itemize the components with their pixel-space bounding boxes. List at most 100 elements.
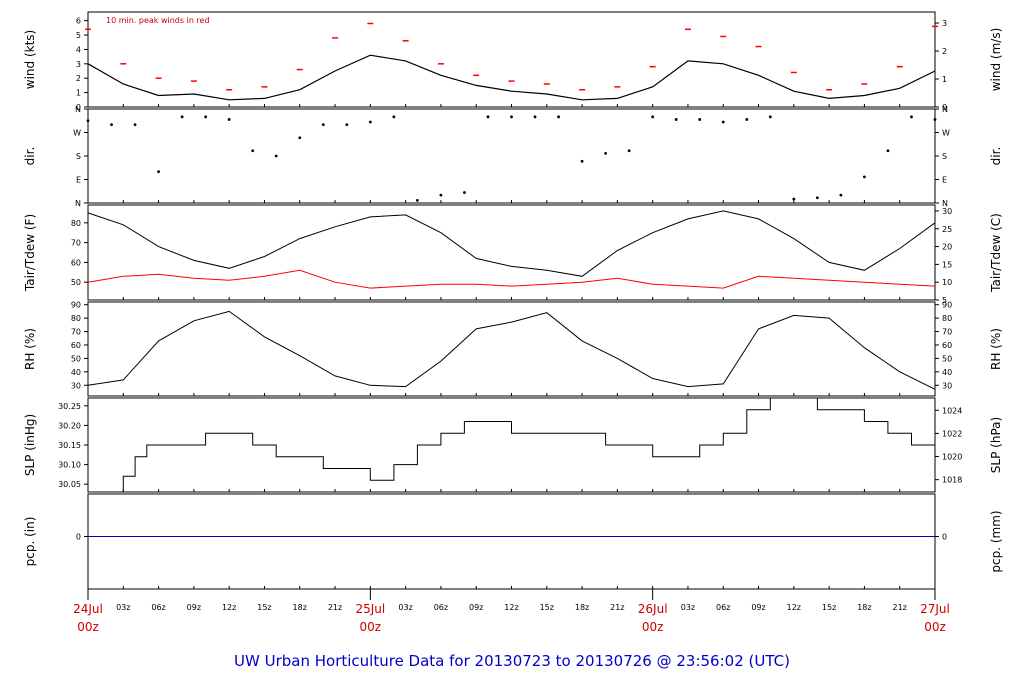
peak-wind-annotation: 10 min. peak winds in red	[106, 16, 210, 25]
temp-c-tick-label: 10	[942, 278, 952, 287]
slp-left-axis-label: SLP (inHg)	[23, 414, 37, 476]
temp-f-tick-label: 80	[71, 219, 81, 228]
slp-right-axis-label: SLP (hPa)	[989, 417, 1003, 473]
dir-point	[415, 198, 419, 202]
day-date-label: 26Jul	[638, 602, 668, 616]
x-hour-label: 06z	[434, 603, 448, 612]
rh-right-axis-label: RH (%)	[989, 328, 1003, 370]
x-hour-label: 03z	[681, 603, 695, 612]
x-hour-label: 12z	[222, 603, 236, 612]
dir-point	[839, 193, 843, 197]
wind-ms-tick-label: 3	[942, 19, 947, 28]
dir-point	[321, 123, 325, 127]
dir-tick-label-right: N	[942, 105, 948, 114]
pcp-right-axis-label: pcp. (mm)	[989, 510, 1003, 572]
pcp-in-tick-label: 0	[76, 533, 81, 542]
x-hour-label: 12z	[787, 603, 801, 612]
rh-left-axis-label: RH (%)	[23, 328, 37, 370]
x-hour-label: 09z	[187, 603, 201, 612]
dir-point	[886, 149, 890, 153]
slp-inhg-tick-label: 30.10	[58, 461, 81, 470]
wind-right-axis-label: wind (m/s)	[989, 28, 1003, 92]
dir-point	[721, 120, 725, 124]
temp-right-axis-label: Tair/Tdew (C)	[989, 213, 1003, 293]
slp-inhg-tick-label: 30.05	[58, 480, 81, 489]
slp-hpa-tick-label: 1024	[942, 406, 962, 415]
slp-inhg-tick-label: 30.20	[58, 421, 81, 430]
day-date-label: 27Jul	[920, 602, 950, 616]
day-time-label: 00z	[360, 620, 382, 634]
dir-tick-label-left: S	[76, 152, 81, 161]
rh-tick-label-right: 40	[942, 368, 952, 377]
rh-tick-label-left: 80	[71, 314, 81, 323]
dir-point	[533, 115, 537, 119]
dir-point	[792, 197, 796, 201]
temp-f-tick-label: 50	[71, 278, 81, 287]
rh-line	[87, 310, 936, 390]
wind-kts-tick-label: 5	[76, 31, 81, 40]
x-hour-label: 06z	[151, 603, 165, 612]
rh-tick-label-right: 50	[942, 354, 952, 363]
dir-point	[180, 115, 184, 119]
rh-tick-label-left: 90	[71, 301, 81, 310]
dir-tick-label-left: N	[75, 199, 81, 208]
temp-f-tick-label: 60	[71, 258, 81, 267]
x-hour-label: 18z	[857, 603, 871, 612]
dir-point	[651, 115, 655, 119]
dir-point	[604, 151, 608, 155]
dir-right-axis-label: dir.	[989, 147, 1003, 166]
x-hour-label: 06z	[716, 603, 730, 612]
x-hour-label: 21z	[893, 603, 907, 612]
slp-inhg-tick-label: 30.15	[58, 441, 81, 450]
temp-c-tick-label: 25	[942, 225, 952, 234]
wind-line	[87, 54, 936, 101]
dir-point	[251, 149, 255, 153]
x-hour-label: 18z	[575, 603, 589, 612]
dir-point	[745, 118, 749, 121]
x-hour-label: 15z	[822, 603, 836, 612]
dir-point	[768, 115, 772, 119]
rh-tick-label-right: 30	[942, 381, 952, 390]
rh-tick-label-right: 90	[942, 301, 952, 310]
slp-hpa-tick-label: 1022	[942, 429, 962, 438]
dir-point	[298, 136, 302, 140]
temp-f-tick-label: 70	[71, 239, 81, 248]
rh-tick-label-right: 80	[942, 314, 952, 323]
rh-tick-label-left: 40	[71, 368, 81, 377]
day-date-label: 25Jul	[355, 602, 385, 616]
dir-point	[627, 149, 631, 153]
wind-left-axis-label: wind (kts)	[23, 30, 37, 89]
dir-tick-label-left: N	[75, 105, 81, 114]
x-hour-label: 21z	[328, 603, 342, 612]
wind-ms-tick-label: 0	[942, 103, 947, 112]
rh-tick-label-left: 70	[71, 328, 81, 337]
wind-ms-tick-label: 2	[942, 47, 947, 56]
dir-point	[486, 115, 490, 119]
wind-kts-tick-label: 3	[76, 60, 81, 69]
temp-c-tick-label: 30	[942, 207, 952, 216]
dir-point	[580, 159, 584, 163]
temp-c-tick-label: 20	[942, 243, 952, 252]
dir-point	[463, 191, 466, 194]
pcp-mm-tick-label: 0	[942, 533, 947, 542]
x-hour-label: 09z	[751, 603, 765, 612]
slp-line	[88, 397, 936, 493]
dir-point	[439, 193, 443, 197]
dir-point	[368, 120, 372, 124]
slp-inhg-tick-label: 30.25	[58, 402, 81, 411]
x-hour-label: 15z	[540, 603, 554, 612]
dir-point	[392, 115, 396, 119]
temp-left-axis-label: Tair/Tdew (F)	[23, 214, 37, 292]
day-time-label: 00z	[642, 620, 664, 634]
slp-hpa-tick-label: 1020	[942, 453, 962, 462]
dir-point	[698, 118, 702, 121]
dir-tick-label-left: E	[76, 176, 81, 185]
dir-point	[933, 118, 937, 121]
panel-frame-1	[87, 11, 936, 108]
x-hour-label: 03z	[116, 603, 130, 612]
dir-tick-label-right: W	[942, 129, 950, 138]
dir-point	[157, 170, 160, 174]
day-date-label: 24Jul	[73, 602, 103, 616]
dir-point	[133, 123, 137, 127]
